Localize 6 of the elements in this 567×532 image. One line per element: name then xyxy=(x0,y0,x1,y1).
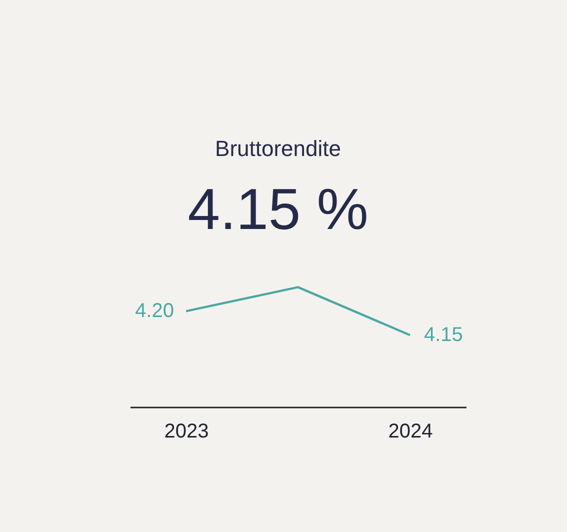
x-tick-label: 2023 xyxy=(164,420,209,442)
data-label: 4.20 xyxy=(135,300,174,322)
x-tick-label: 2024 xyxy=(388,420,433,442)
chart-subtitle: 4.15 % xyxy=(188,177,368,242)
chart-title: Bruttorendite xyxy=(215,136,341,161)
data-label: 4.15 xyxy=(424,324,463,346)
